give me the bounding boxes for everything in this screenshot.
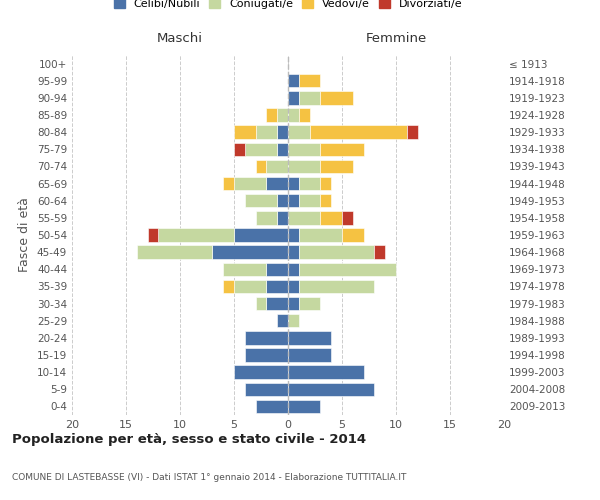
Bar: [320, 177, 331, 190]
Bar: [288, 246, 299, 259]
Bar: [148, 228, 158, 241]
Bar: [256, 400, 288, 413]
Bar: [288, 74, 299, 88]
Bar: [266, 108, 277, 122]
Bar: [299, 280, 374, 293]
Bar: [407, 126, 418, 139]
Bar: [299, 246, 374, 259]
Bar: [277, 211, 288, 224]
Bar: [288, 262, 299, 276]
Bar: [277, 194, 288, 207]
Bar: [256, 126, 277, 139]
Bar: [277, 126, 288, 139]
Text: COMUNE DI LASTEBASSE (VI) - Dati ISTAT 1° gennaio 2014 - Elaborazione TUTTITALIA: COMUNE DI LASTEBASSE (VI) - Dati ISTAT 1…: [12, 473, 406, 482]
Bar: [137, 246, 212, 259]
Bar: [234, 177, 266, 190]
Bar: [245, 382, 288, 396]
Bar: [299, 297, 320, 310]
Text: Maschi: Maschi: [157, 32, 203, 44]
Bar: [234, 280, 266, 293]
Bar: [245, 331, 288, 344]
Bar: [245, 142, 277, 156]
Bar: [288, 126, 310, 139]
Bar: [288, 194, 299, 207]
Bar: [320, 160, 353, 173]
Text: Femmine: Femmine: [365, 32, 427, 44]
Bar: [288, 91, 299, 104]
Bar: [320, 91, 353, 104]
Bar: [256, 211, 277, 224]
Bar: [277, 142, 288, 156]
Bar: [288, 142, 320, 156]
Bar: [288, 211, 320, 224]
Bar: [320, 142, 364, 156]
Bar: [288, 177, 299, 190]
Bar: [223, 262, 266, 276]
Bar: [299, 262, 396, 276]
Bar: [288, 297, 299, 310]
Bar: [310, 126, 407, 139]
Bar: [212, 246, 288, 259]
Bar: [299, 91, 320, 104]
Bar: [288, 108, 299, 122]
Bar: [299, 228, 342, 241]
Bar: [288, 331, 331, 344]
Bar: [234, 366, 288, 379]
Bar: [299, 194, 320, 207]
Bar: [299, 177, 320, 190]
Bar: [288, 400, 320, 413]
Bar: [342, 228, 364, 241]
Bar: [320, 211, 342, 224]
Bar: [234, 228, 288, 241]
Text: Popolazione per età, sesso e stato civile - 2014: Popolazione per età, sesso e stato civil…: [12, 432, 366, 446]
Bar: [342, 211, 353, 224]
Bar: [266, 280, 288, 293]
Bar: [245, 348, 288, 362]
Legend: Celibi/Nubili, Coniugati/e, Vedovi/e, Divorziati/e: Celibi/Nubili, Coniugati/e, Vedovi/e, Di…: [112, 0, 464, 11]
Bar: [266, 262, 288, 276]
Bar: [266, 297, 288, 310]
Bar: [288, 366, 364, 379]
Bar: [234, 126, 256, 139]
Bar: [320, 194, 331, 207]
Bar: [288, 160, 320, 173]
Bar: [374, 246, 385, 259]
Bar: [288, 228, 299, 241]
Bar: [266, 177, 288, 190]
Bar: [288, 280, 299, 293]
Bar: [266, 160, 288, 173]
Bar: [277, 108, 288, 122]
Bar: [299, 74, 320, 88]
Bar: [288, 348, 331, 362]
Bar: [256, 160, 266, 173]
Bar: [223, 280, 234, 293]
Bar: [223, 177, 234, 190]
Bar: [256, 297, 266, 310]
Y-axis label: Fasce di età: Fasce di età: [19, 198, 31, 272]
Bar: [288, 382, 374, 396]
Bar: [234, 142, 245, 156]
Bar: [158, 228, 234, 241]
Bar: [288, 314, 299, 328]
Bar: [245, 194, 277, 207]
Bar: [277, 314, 288, 328]
Bar: [299, 108, 310, 122]
